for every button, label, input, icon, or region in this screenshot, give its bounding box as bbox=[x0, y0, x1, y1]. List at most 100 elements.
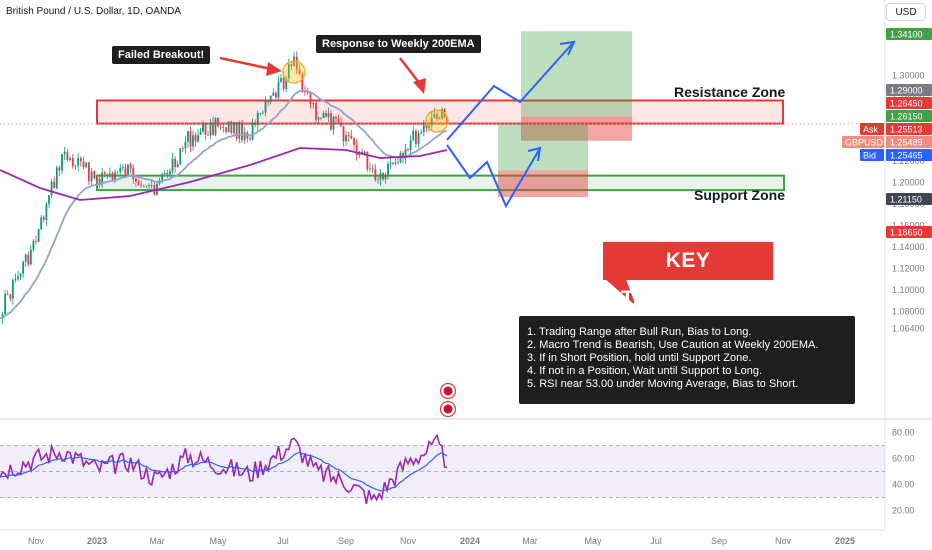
candle-body bbox=[295, 56, 298, 70]
y-tick-label: 1.28000 bbox=[892, 92, 925, 102]
candle-body bbox=[212, 122, 214, 135]
candle-body bbox=[45, 203, 48, 220]
ema-arrowhead bbox=[413, 78, 426, 94]
y-tick-label: 1.12000 bbox=[892, 263, 925, 273]
symbol-title: British Pound / U.S. Dollar, 1D, OANDA bbox=[6, 6, 182, 17]
candle-body bbox=[374, 169, 377, 181]
candle-body bbox=[129, 164, 132, 169]
candle-body bbox=[415, 130, 417, 144]
candle-body bbox=[77, 158, 80, 166]
event-flag-icon bbox=[443, 386, 453, 396]
candle-body bbox=[71, 158, 74, 167]
candle-body bbox=[135, 178, 137, 182]
breakout-arrowhead bbox=[266, 62, 282, 76]
price-tag bbox=[886, 193, 932, 205]
breakout-highlight bbox=[282, 60, 306, 84]
candle-body bbox=[290, 64, 293, 66]
candle-body bbox=[277, 81, 280, 98]
candle-body bbox=[192, 135, 194, 147]
candle-body bbox=[301, 74, 304, 91]
candle-body bbox=[111, 172, 114, 180]
candle-body bbox=[90, 171, 93, 182]
candle-body bbox=[55, 167, 58, 189]
candle-body bbox=[189, 131, 192, 147]
candle-body bbox=[106, 173, 109, 175]
candle-body bbox=[425, 124, 428, 129]
candle-body bbox=[407, 149, 409, 151]
candle-body bbox=[119, 168, 122, 172]
candle-body bbox=[82, 161, 85, 168]
x-tick-label: Mar bbox=[522, 536, 538, 546]
candle-body bbox=[194, 135, 197, 142]
candle-body bbox=[256, 113, 259, 126]
currency-button[interactable]: USD bbox=[886, 3, 926, 21]
candle-body bbox=[179, 148, 182, 164]
candle-body bbox=[219, 126, 222, 128]
candle-body bbox=[347, 135, 350, 137]
takeaway-item: 5. RSI near 53.00 under Moving Average, … bbox=[527, 378, 799, 390]
rsi-line bbox=[0, 433, 448, 504]
candle-body bbox=[243, 132, 246, 141]
candle-body bbox=[222, 127, 225, 128]
takeaway-item: 3. If in Short Position, hold until Supp… bbox=[527, 352, 752, 364]
price-tag-value: 1.34100 bbox=[890, 30, 923, 40]
price-tag-name bbox=[860, 123, 884, 135]
price-tag-value: 1.26150 bbox=[890, 112, 923, 122]
candle-body bbox=[235, 122, 238, 139]
candle-body bbox=[371, 168, 374, 170]
candle-body bbox=[79, 158, 82, 162]
candle-body bbox=[353, 138, 355, 145]
takeaway-item: 2. Macro Trend is Bearish, Use Caution a… bbox=[527, 339, 819, 351]
event-flag-icon bbox=[443, 404, 453, 414]
candle-body bbox=[93, 171, 96, 178]
price-tag-name-text: GBPUSD bbox=[845, 138, 884, 148]
price-tag bbox=[886, 226, 932, 238]
price-tag bbox=[886, 84, 932, 96]
candle-body bbox=[264, 100, 267, 113]
candle-body bbox=[127, 164, 129, 176]
x-tick-label: 2025 bbox=[835, 536, 855, 546]
candle-body bbox=[320, 117, 322, 119]
candle-body bbox=[6, 293, 9, 295]
price-tag-name-text: Bid bbox=[863, 151, 876, 161]
candle-body bbox=[19, 273, 22, 277]
candle-body bbox=[225, 127, 227, 133]
candle-body bbox=[204, 123, 207, 135]
y-tick-label: 1.22000 bbox=[892, 156, 925, 166]
takeaways-pointer bbox=[604, 274, 636, 306]
candle-body bbox=[309, 92, 312, 105]
projection-path-short bbox=[446, 144, 540, 209]
candle-body bbox=[121, 167, 124, 169]
candle-body bbox=[377, 179, 379, 181]
candle-body bbox=[207, 134, 209, 136]
candle-body bbox=[169, 171, 171, 175]
candle-body bbox=[37, 229, 40, 242]
candle-body bbox=[32, 240, 35, 250]
candle-body bbox=[197, 134, 199, 142]
candle-body bbox=[387, 164, 389, 176]
candle-body bbox=[214, 117, 217, 135]
y-tick-label: 1.14000 bbox=[892, 242, 925, 252]
key-takeaways-box: 1. Trading Range after Bull Run, Bias to… bbox=[519, 316, 855, 404]
candle-body bbox=[350, 135, 353, 139]
candle-body bbox=[163, 173, 166, 174]
candle-body bbox=[137, 181, 140, 186]
candle-body bbox=[325, 113, 327, 117]
resistance-zone-label: Resistance Zone bbox=[674, 84, 786, 100]
y-tick-label: 1.06400 bbox=[892, 324, 925, 334]
candle-body bbox=[142, 185, 145, 187]
candle-body bbox=[85, 162, 88, 168]
candle-body bbox=[61, 154, 63, 171]
candle-body bbox=[27, 254, 30, 265]
candle-body bbox=[35, 240, 37, 242]
price-tag-name bbox=[842, 136, 884, 148]
price-tag bbox=[886, 136, 932, 148]
candle-body bbox=[171, 158, 174, 172]
candle-body bbox=[132, 168, 135, 179]
candle-body bbox=[422, 124, 425, 133]
candle-body bbox=[441, 109, 443, 119]
x-tick-label: Nov bbox=[400, 536, 417, 546]
candle-body bbox=[209, 122, 212, 136]
